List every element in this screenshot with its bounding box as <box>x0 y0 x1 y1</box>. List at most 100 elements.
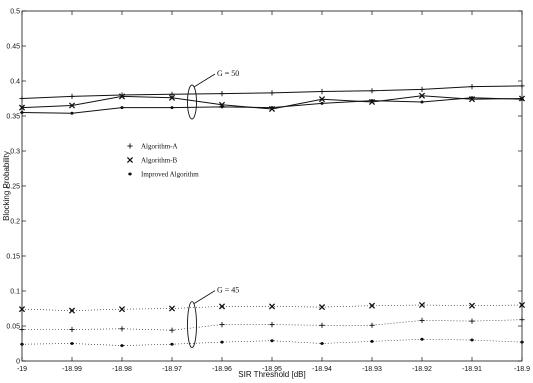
data-point <box>18 306 26 313</box>
data-point <box>470 96 474 100</box>
legend-marker <box>128 172 132 176</box>
data-point <box>420 100 424 104</box>
data-point <box>470 338 474 342</box>
y-tick-label: 0.1 <box>10 289 20 296</box>
data-point <box>169 327 175 333</box>
series-algorithm-b-g45 <box>18 301 526 314</box>
series-line <box>22 319 523 331</box>
data-point <box>420 337 424 341</box>
x-tick-label: -18.91 <box>462 366 482 373</box>
x-tick-label: -18.95 <box>262 366 282 373</box>
y-tick-label: 0.45 <box>6 44 20 51</box>
data-point <box>120 344 124 348</box>
data-point <box>469 84 475 90</box>
data-point <box>419 86 425 92</box>
y-tick-label: 0.05 <box>6 324 20 331</box>
data-point <box>419 317 425 323</box>
data-point <box>120 106 124 110</box>
data-point <box>118 306 126 313</box>
data-point <box>520 340 524 344</box>
data-point <box>219 91 225 97</box>
data-point <box>269 322 275 328</box>
legend-marker <box>126 156 134 164</box>
x-tick-label: -18.93 <box>362 366 382 373</box>
x-tick-label: -18.92 <box>412 366 432 373</box>
data-point <box>19 326 25 333</box>
data-point <box>519 83 525 89</box>
annotation-label: G = 45 <box>217 286 239 295</box>
x-tick-label: -19 <box>17 366 27 373</box>
data-point <box>19 95 25 102</box>
legend-label: Algorithm-B <box>141 157 177 165</box>
data-point <box>418 301 426 309</box>
data-point <box>319 322 325 328</box>
group-ellipse <box>187 301 197 349</box>
data-point <box>218 303 226 310</box>
series-algorithm-a-g50 <box>19 83 525 102</box>
legend: Algorithm-A Algorithm-B Improved Algorithm <box>126 143 199 179</box>
y-tick-label: 0.35 <box>6 114 20 121</box>
y-tick-label: 0.15 <box>6 254 20 261</box>
data-point <box>469 318 475 324</box>
data-point <box>370 339 374 343</box>
legend-marker <box>127 143 133 149</box>
y-tick-label: 0.4 <box>10 79 20 86</box>
data-point <box>520 97 524 101</box>
data-point <box>318 96 326 103</box>
annotation-arrow <box>193 290 216 304</box>
data-point <box>119 326 125 332</box>
data-point <box>70 342 74 345</box>
data-point <box>269 90 275 96</box>
data-point <box>220 340 224 344</box>
legend-item: Improved Algorithm <box>128 171 199 179</box>
data-point <box>319 88 325 95</box>
group-ellipse <box>187 84 197 120</box>
data-point <box>68 307 76 314</box>
data-point <box>18 104 26 111</box>
data-point <box>220 105 224 109</box>
data-point <box>170 106 174 110</box>
y-tick-label: 0 <box>16 359 20 366</box>
data-point <box>70 111 74 115</box>
series-improved-algorithm-g45 <box>20 337 524 348</box>
annotation-arrow <box>193 73 216 88</box>
data-point <box>320 342 324 345</box>
y-tick-label: 0.2 <box>10 219 20 226</box>
y-tick-label: 0.3 <box>10 149 20 156</box>
data-point <box>370 99 374 103</box>
data-point <box>69 326 75 333</box>
annotation-label: G = 50 <box>217 69 239 78</box>
x-tick-label: -18.99 <box>62 366 82 373</box>
x-tick-label: -18.94 <box>312 366 332 373</box>
legend-item: Algorithm-B <box>126 156 177 165</box>
group-annotation: G = 45 <box>187 286 239 349</box>
data-point <box>20 342 24 346</box>
x-tick-label: -18.98 <box>112 366 132 373</box>
series-algorithm-a-g45 <box>19 317 525 333</box>
data-point <box>68 102 76 109</box>
data-point <box>369 88 375 94</box>
data-point <box>168 94 176 101</box>
legend-label: Improved Algorithm <box>141 171 199 179</box>
group-annotation: G = 50 <box>187 69 239 120</box>
data-point <box>368 302 376 309</box>
data-point <box>20 111 24 114</box>
data-point <box>69 93 75 99</box>
data-point <box>268 303 276 310</box>
data-point <box>270 106 274 110</box>
data-point <box>168 305 176 312</box>
data-point <box>118 93 126 100</box>
data-point <box>318 304 326 311</box>
legend-label: Algorithm-A <box>141 143 178 151</box>
y-tick-label: 0.25 <box>6 184 20 191</box>
y-tick-label: 0.5 <box>10 9 20 16</box>
data-point <box>219 322 225 328</box>
data-point <box>519 317 525 323</box>
x-tick-label: -18.97 <box>162 366 182 373</box>
x-tick-label: -18.9 <box>514 366 530 373</box>
data-point <box>418 92 426 99</box>
y-axis-label: Blocking Probability <box>2 151 11 221</box>
x-tick-label: -18.96 <box>212 366 232 373</box>
series-line <box>21 97 523 114</box>
